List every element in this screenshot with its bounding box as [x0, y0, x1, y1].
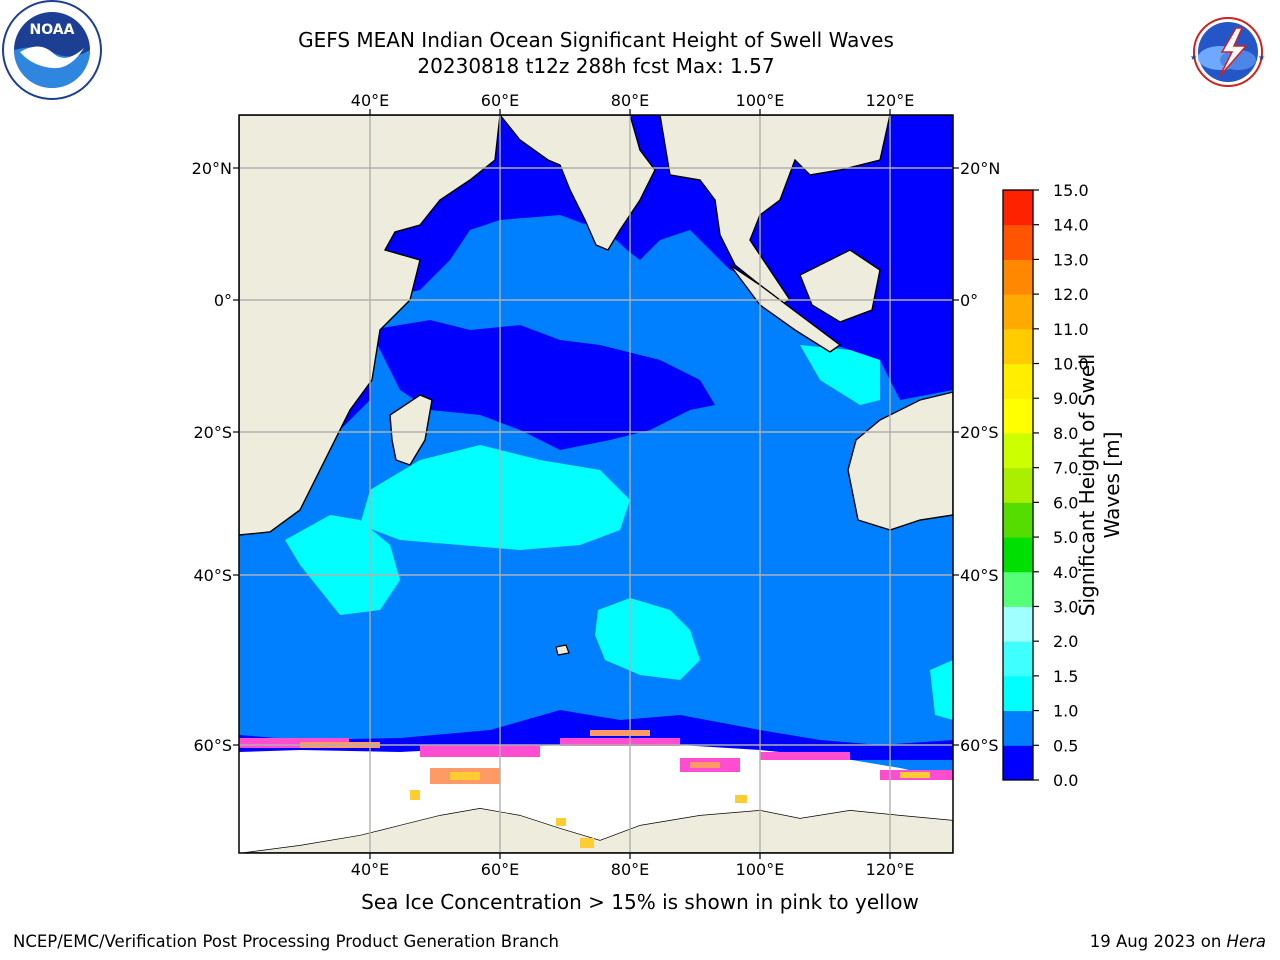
map-body: [239, 115, 953, 853]
colorbar-band: [1003, 745, 1033, 781]
colorbar-tick-label: 15.0: [1053, 181, 1089, 200]
noaa-logo: NOAA: [2, 0, 102, 100]
land-sumatra: [729, 264, 842, 353]
colorbar-band: [1003, 502, 1033, 538]
colorbar-label-line: Significant Height of Swell: [1075, 353, 1099, 617]
colorbar-tick-label: 11.0: [1053, 320, 1089, 339]
colorbar-band: [1003, 537, 1033, 573]
lon-label: 100°E: [736, 91, 785, 110]
colorbar-band: [1003, 641, 1033, 677]
tick-marks: [233, 109, 959, 859]
colorbar-tick-label: 13.0: [1053, 250, 1089, 269]
nws-logo: ★ ★: [1178, 2, 1278, 102]
lon-label: 60°E: [481, 860, 519, 879]
colorbar-band: [1003, 259, 1033, 295]
lon-label: 120°E: [866, 860, 915, 879]
colorbar-band: [1003, 398, 1033, 434]
high-swell-west-australia: [800, 345, 880, 405]
colorbar-tick-label: 9.0: [1053, 389, 1078, 408]
lon-label: 80°E: [611, 860, 649, 879]
lat-label: 40°S: [960, 566, 999, 585]
graticule: [239, 115, 953, 853]
sea-ice-caption: Sea Ice Concentration > 15% is shown in …: [361, 890, 919, 914]
colorbar: 15.0 14.0 13.0 12.0 11.0 10.0 9.0 8.0 7.0 6.0 5.0 4…: [1002, 181, 1089, 790]
footer-date-text: 19 Aug 2023 on: [1089, 932, 1227, 951]
colorbar-tick-label: 1.5: [1053, 667, 1078, 686]
footer-host: Hera: [1226, 932, 1266, 951]
svg-text:★: ★: [1190, 53, 1197, 62]
lon-labels-bottom: 40°E 60°E 80°E 100°E 120°E: [351, 860, 915, 879]
footer-credit: NCEP/EMC/Verification Post Processing Pr…: [13, 932, 559, 951]
colorbar-band: [1003, 190, 1033, 226]
high-swell-south-central: [360, 445, 630, 550]
colorbar-tick-label: 1.0: [1053, 702, 1078, 721]
lat-labels-right: 20°N 0° 20°S 40°S 60°S: [960, 159, 1000, 755]
lon-label: 80°E: [611, 91, 649, 110]
land-australia: [847, 391, 953, 531]
colorbar-label: Significant Height of Swell Waves [m]: [1075, 354, 1125, 616]
high-swell-east-edge: [930, 660, 953, 720]
colorbar-band: [1003, 606, 1033, 642]
colorbar-band: [1003, 571, 1033, 607]
colorbar-band: [1003, 467, 1033, 503]
lat-label: 40°S: [193, 566, 232, 585]
colorbar-tick-label: 5.0: [1053, 528, 1078, 547]
lon-label: 40°E: [351, 860, 389, 879]
lat-label: 60°S: [960, 736, 999, 755]
colorbar-tick-label: 4.0: [1053, 563, 1078, 582]
mid-swell-bay: [640, 240, 730, 300]
colorbar-tick-label: 7.0: [1053, 459, 1078, 478]
high-swell-kerguelen: [595, 598, 700, 680]
noaa-logo-text: NOAA: [30, 22, 75, 38]
colorbar-tick-label: 8.0: [1053, 424, 1078, 443]
lat-label: 20°N: [960, 159, 1000, 178]
lat-label: 0°: [214, 291, 232, 310]
lon-label: 120°E: [866, 91, 915, 110]
colorbar-tick-label: 0.0: [1053, 771, 1078, 790]
colorbar-band: [1003, 328, 1033, 365]
colorbar-band: [1003, 363, 1033, 399]
lon-label: 40°E: [351, 91, 389, 110]
high-swell-southwest: [285, 515, 400, 615]
colorbar-band: [1003, 224, 1033, 260]
land-kerguelen: [555, 644, 570, 656]
lat-label: 20°S: [193, 423, 232, 442]
sea-ice-area: [239, 742, 953, 853]
footer-date: 19 Aug 2023 on Hera: [1090, 932, 1266, 951]
low-swell-region-central: [370, 320, 715, 450]
colorbar-tick-label: 0.5: [1053, 736, 1078, 755]
chart-title: GEFS MEAN Indian Ocean Significant Heigh…: [298, 28, 894, 52]
colorbar-band: [1003, 294, 1033, 330]
lat-label: 60°S: [193, 736, 232, 755]
colorbar-frame: [1002, 189, 1034, 781]
land-borneo: [799, 249, 881, 323]
map-frame: [238, 114, 954, 854]
lat-labels-left: 20°N 0° 20°S 40°S 60°S: [192, 159, 232, 755]
colorbar-tick-label: 6.0: [1053, 493, 1078, 512]
svg-text:★: ★: [1258, 53, 1265, 62]
lat-label: 20°N: [192, 159, 232, 178]
land-se-asia: [659, 115, 891, 306]
colorbar-tick-label: 3.0: [1053, 597, 1078, 616]
lat-label: 20°S: [960, 423, 999, 442]
land-india: [499, 115, 656, 251]
colorbar-tick-label: 12.0: [1053, 285, 1089, 304]
chart-subtitle: 20230818 t12z 288h fcst Max: 1.57: [417, 54, 775, 78]
colorbar-tick-label: 14.0: [1053, 216, 1089, 235]
lon-label: 100°E: [736, 860, 785, 879]
colorbar-tick-label: 2.0: [1053, 632, 1078, 651]
lat-label: 0°: [960, 291, 978, 310]
colorbar-tick-label: 10.0: [1053, 355, 1089, 374]
lon-label: 60°E: [481, 91, 519, 110]
colorbar-band: [1003, 710, 1033, 746]
lon-labels-top: 40°E 60°E 80°E 100°E 120°E: [351, 91, 915, 110]
colorbar-band: [1003, 675, 1033, 712]
colorbar-band: [1003, 432, 1033, 469]
colorbar-label-line: Waves [m]: [1100, 431, 1124, 539]
land-madagascar: [389, 394, 433, 466]
